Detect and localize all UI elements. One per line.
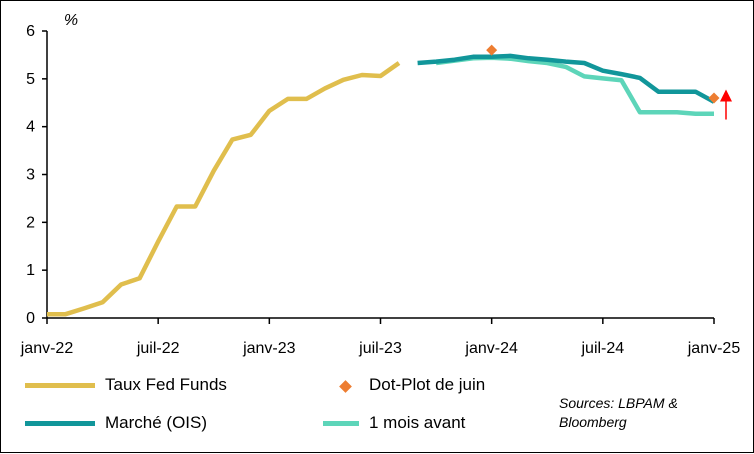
y-axis-unit-label: % [64,12,78,29]
legend-swatch-ois [25,421,95,426]
series-line-marche-ois [417,53,716,104]
legend-label-ois: Marché (OIS) [105,413,208,432]
series-layer [47,53,716,317]
x-tick-label: janv-25 [687,340,741,357]
y-tick-label: 0 [26,310,35,327]
red-up-arrow [720,89,732,120]
dotplot-marker [708,92,720,104]
y-tick-label: 2 [26,214,35,231]
sources-line-1: Sources: LBPAM & [559,395,678,411]
y-tick-label: 1 [26,262,35,279]
series-line-taux-fed-funds [47,61,401,317]
y-tick-label: 5 [26,71,35,88]
sources-line-2: Bloomberg [559,414,627,430]
marker-layer [486,44,732,120]
x-tick-label: juil-22 [136,340,180,357]
x-tick-label: janv-23 [242,340,296,357]
y-tick-label: 6 [26,23,35,40]
x-tick-label: juil-24 [580,340,624,357]
axes: 0 1 2 3 4 5 6% janv-22 juil-22 janv-23 juil-23 janv… [20,12,741,357]
arrow-head [720,89,732,102]
sources-note: Sources: LBPAM & Bloomberg [559,394,678,432]
legend-swatch-fed-funds [25,383,95,388]
legend-label-dotplot: Dot-Plot de juin [369,375,486,394]
legend-swatch-1-month-before [323,421,359,426]
x-tick-label: juil-23 [358,340,402,357]
legend-label-1-month-before: 1 mois avant [369,413,466,432]
dotplot-marker [486,44,498,56]
series-line-1-mois-avant [435,55,714,117]
y-tick-label: 3 [26,167,35,184]
x-tick-label: janv-24 [464,340,518,357]
x-tick-label: janv-22 [20,340,74,357]
y-tick-label: 4 [26,119,35,136]
legend-label-fed-funds: Taux Fed Funds [105,375,227,394]
